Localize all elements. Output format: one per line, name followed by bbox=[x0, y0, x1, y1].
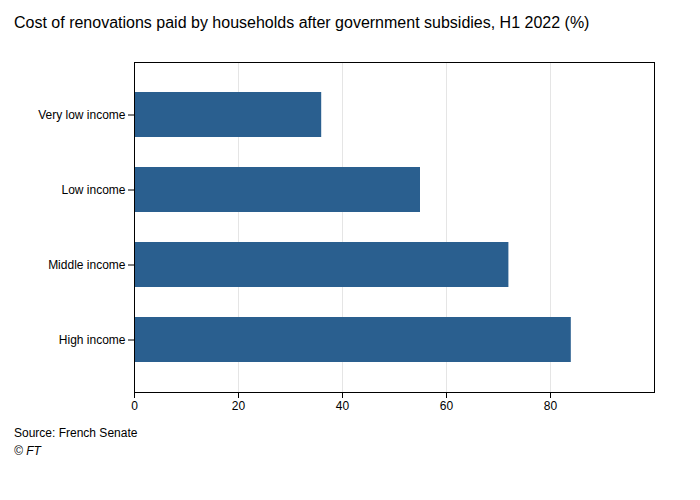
svg-text:Low income: Low income bbox=[61, 183, 125, 197]
svg-text:60: 60 bbox=[440, 399, 454, 413]
html-text:Cost of renovations paid by ho: Cost of renovations paid by households a… bbox=[14, 14, 590, 31]
svg-text:Middle income: Middle income bbox=[48, 258, 126, 272]
html-text:© FT: © FT bbox=[14, 444, 41, 458]
svg-text:20: 20 bbox=[232, 399, 246, 413]
svg-text:Very low income: Very low income bbox=[38, 108, 126, 122]
svg-text:80: 80 bbox=[544, 399, 558, 413]
svg-text:0: 0 bbox=[131, 399, 138, 413]
svg-text:40: 40 bbox=[336, 399, 350, 413]
svg-text:High income: High income bbox=[59, 333, 126, 347]
html-text:Source: French Senate: Source: French Senate bbox=[14, 426, 138, 440]
